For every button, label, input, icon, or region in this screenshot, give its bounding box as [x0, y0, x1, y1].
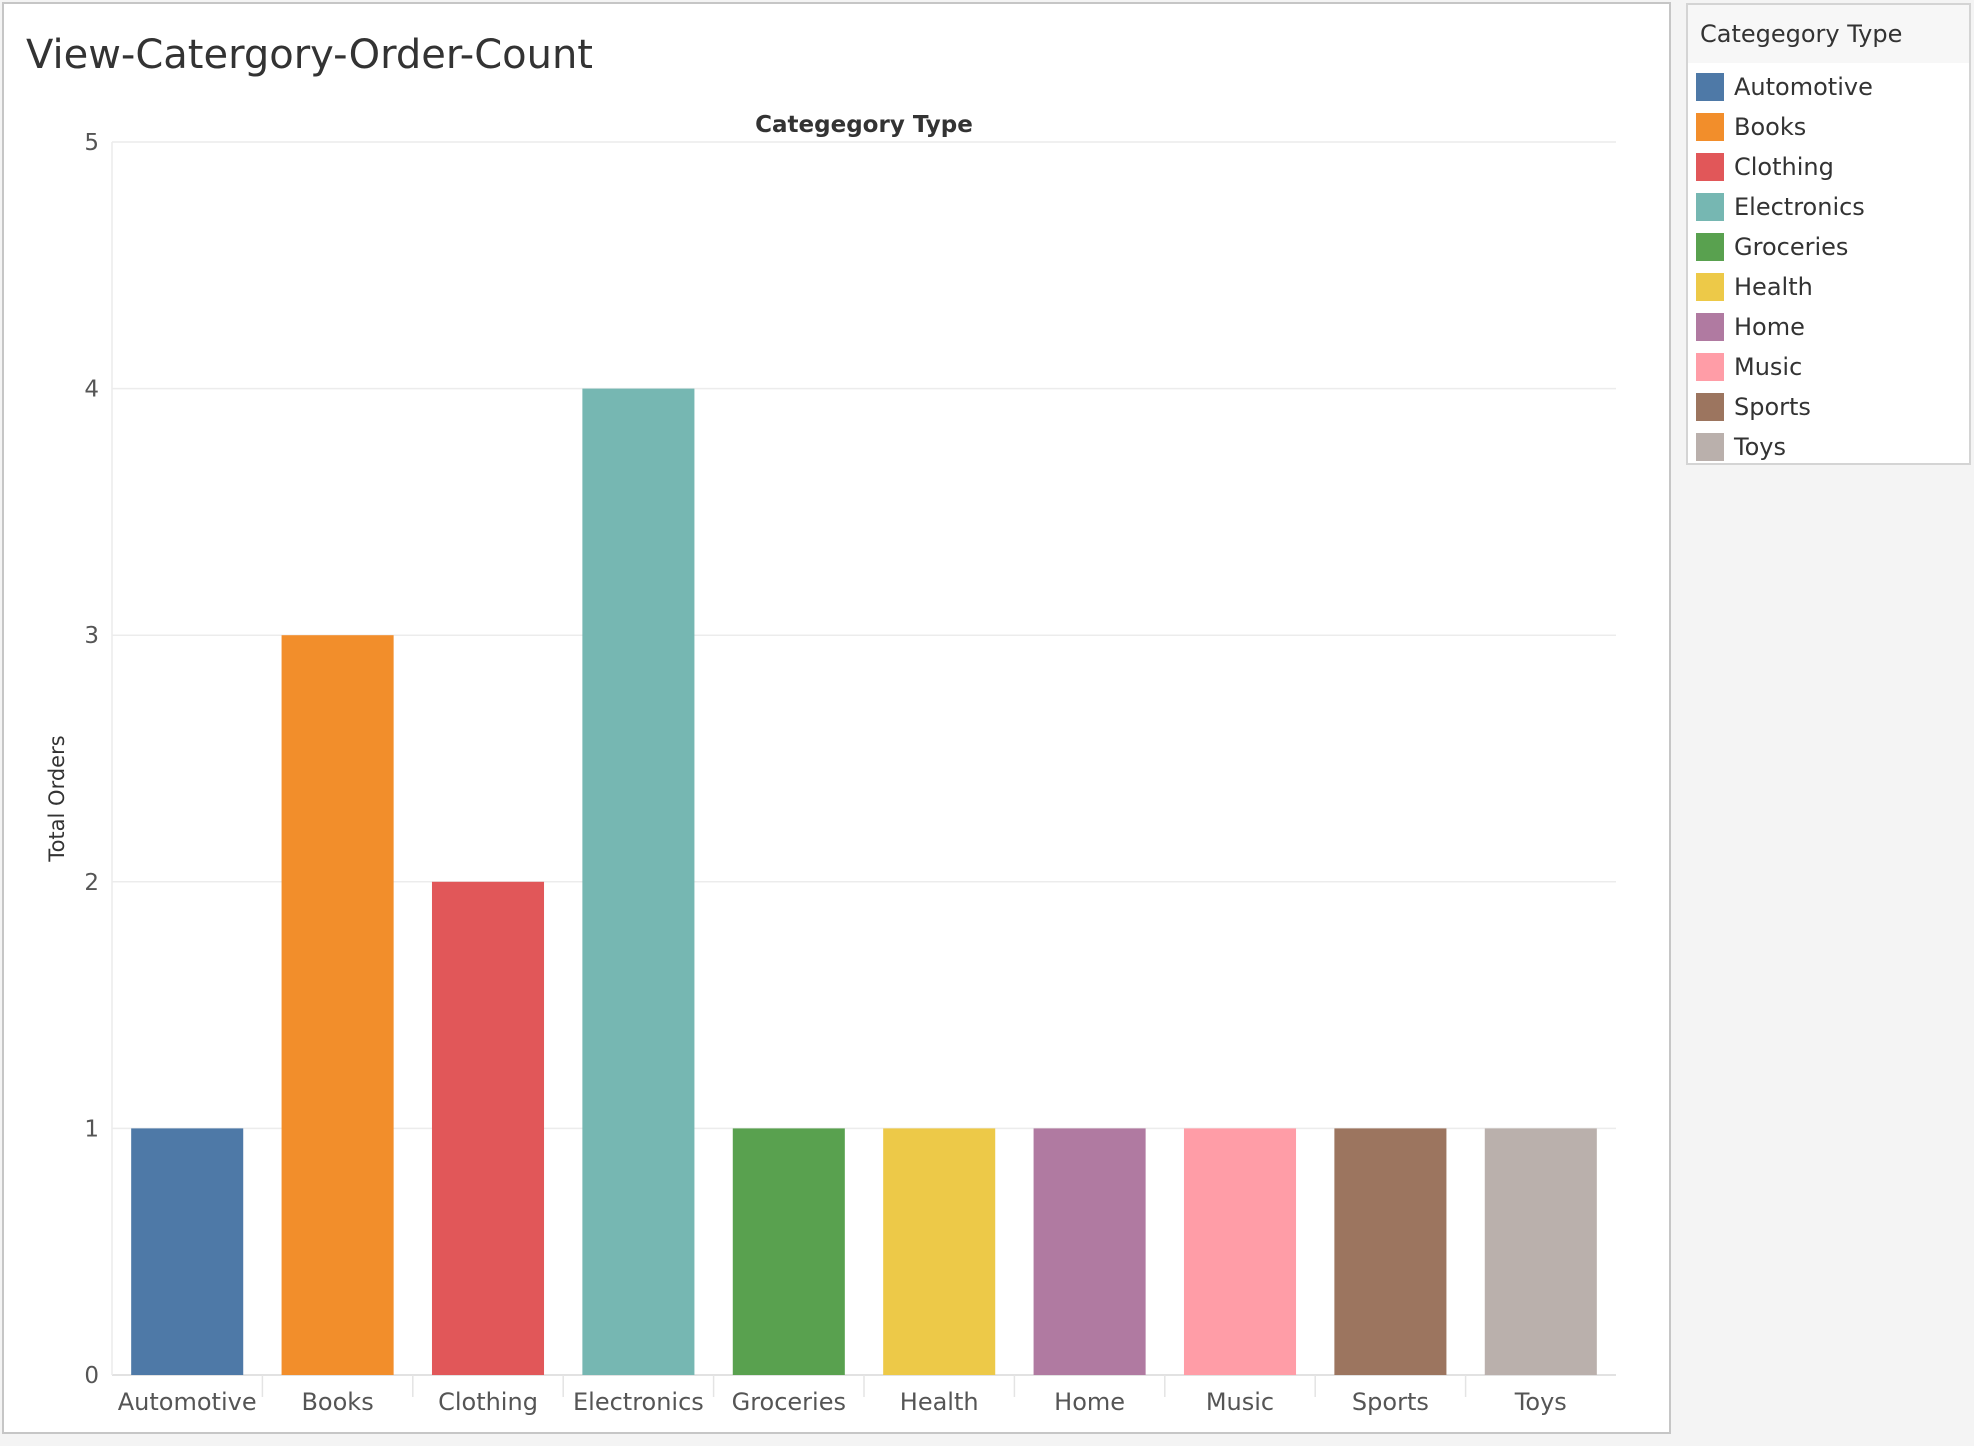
legend-label: Electronics [1734, 193, 1865, 221]
x-tick-label: Books [301, 1388, 373, 1416]
y-axis-title: Total Orders [45, 735, 69, 862]
legend-item-toys[interactable]: Toys [1696, 431, 1786, 463]
legend-label: Automotive [1734, 73, 1873, 101]
legend-swatch [1696, 273, 1724, 301]
x-tick-label: Home [1054, 1388, 1125, 1416]
bar-health [883, 1128, 996, 1375]
legend-swatch [1696, 233, 1724, 261]
bar-electronics [582, 388, 695, 1376]
x-tick-label: Sports [1352, 1388, 1429, 1416]
x-tick-label: Toys [1514, 1388, 1567, 1416]
x-tick-label: Clothing [438, 1388, 538, 1416]
legend-item-electronics[interactable]: Electronics [1696, 191, 1865, 223]
legend-item-sports[interactable]: Sports [1696, 391, 1811, 423]
y-tick-label: 1 [84, 1116, 99, 1142]
y-tick-label: 5 [84, 130, 99, 156]
legend-swatch [1696, 313, 1724, 341]
legend-item-home[interactable]: Home [1696, 311, 1805, 343]
legend-label: Books [1734, 113, 1807, 141]
legend-item-groceries[interactable]: Groceries [1696, 231, 1848, 263]
bar-groceries [732, 1128, 845, 1375]
legend-label: Clothing [1734, 153, 1834, 181]
legend-item-music[interactable]: Music [1696, 351, 1802, 383]
legend-swatch [1696, 433, 1724, 461]
x-tick-label: Groceries [732, 1388, 846, 1416]
bar-sports [1334, 1128, 1447, 1375]
legend-swatch [1696, 393, 1724, 421]
viz-panel: View-Catergory-Order-Count Categegory Ty… [2, 2, 1671, 1434]
bar-clothing [431, 881, 545, 1375]
viz-title: View-Catergory-Order-Count [26, 32, 593, 78]
bar-automotive [131, 1128, 244, 1375]
legend-swatch [1696, 73, 1724, 101]
y-tick-label: 2 [84, 870, 99, 896]
legend-swatch [1696, 193, 1724, 221]
legend-item-clothing[interactable]: Clothing [1696, 151, 1834, 183]
legend-label: Sports [1734, 393, 1811, 421]
bar-home [1033, 1128, 1146, 1375]
legend-label: Health [1734, 273, 1813, 301]
legend-panel: Categegory Type Automotive Books Clothing E… [1686, 3, 1971, 465]
x-tick-label: Electronics [573, 1388, 704, 1416]
bar-chart: Categegory Type 0 1 2 3 4 5 Total Orders Automot… [45, 112, 1616, 1416]
legend-swatch [1696, 353, 1724, 381]
legend-label: Home [1734, 313, 1805, 341]
y-tick-label: 0 [84, 1363, 99, 1389]
legend-item-health[interactable]: Health [1696, 271, 1813, 303]
x-tick-label: Music [1206, 1388, 1274, 1416]
chart-title: Categegory Type [755, 112, 973, 138]
legend-item-automotive[interactable]: Automotive [1696, 71, 1873, 103]
x-tick-label: Automotive [118, 1388, 257, 1416]
y-tick-label: 4 [84, 377, 99, 403]
legend-swatch [1696, 113, 1724, 141]
x-tick-label: Health [900, 1388, 979, 1416]
legend-item-books[interactable]: Books [1696, 111, 1806, 143]
bar-toys [1484, 1128, 1597, 1375]
y-tick-label: 3 [84, 623, 99, 649]
legend-label: Toys [1734, 433, 1786, 461]
bar-music [1183, 1128, 1297, 1375]
legend-label: Groceries [1734, 233, 1849, 261]
legend-label: Music [1734, 353, 1803, 381]
legend-swatch [1696, 153, 1724, 181]
legend-title: Categegory Type [1688, 5, 1969, 63]
bar-books [281, 635, 394, 1375]
